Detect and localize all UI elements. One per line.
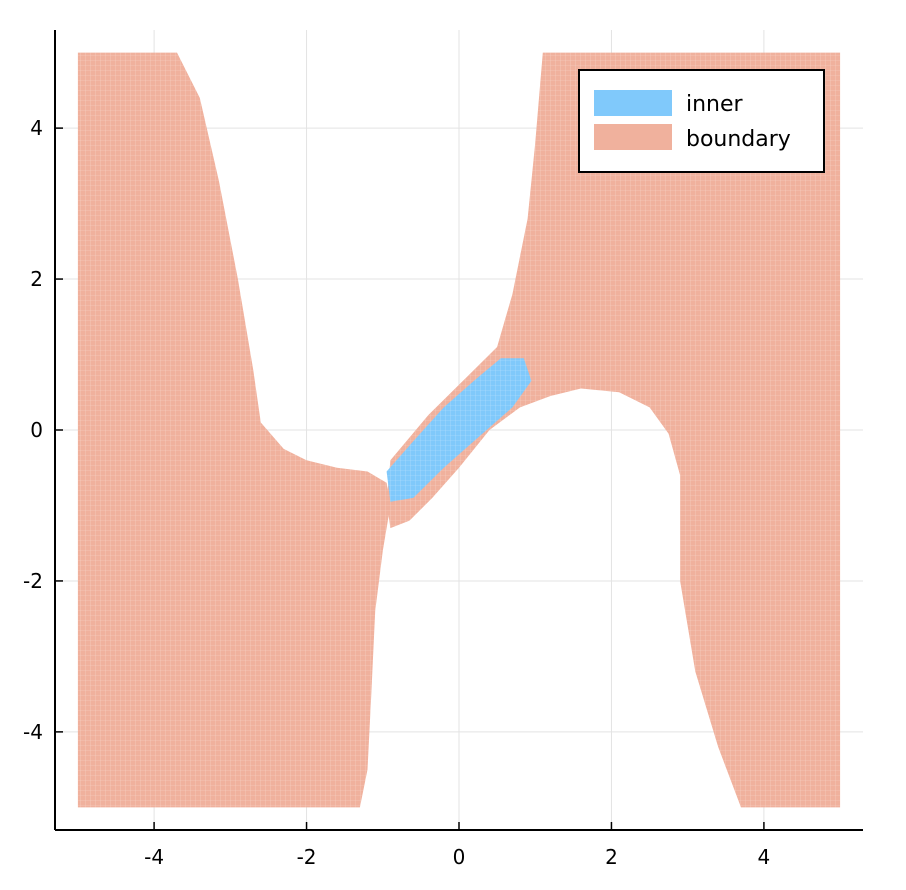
- x-tick-label: 0: [453, 845, 466, 869]
- plot-areas: [77, 52, 841, 808]
- x-tick-label: 4: [758, 845, 771, 869]
- x-tick-label: 2: [605, 845, 618, 869]
- area-texture-boundary: [77, 52, 391, 808]
- legend-swatch-inner: [594, 90, 672, 116]
- legend-frame: [578, 69, 825, 173]
- y-tick-label: -4: [23, 720, 43, 744]
- legend-label-boundary: boundary: [686, 127, 791, 152]
- y-tick-label: 4: [30, 116, 43, 140]
- area-texture-inner: [386, 358, 532, 502]
- area-texture-boundary: [386, 52, 841, 808]
- legend: inner boundary: [578, 69, 825, 173]
- x-tick-label: -4: [144, 845, 164, 869]
- ticks: -4 -2 0 2 4 -4 -2 0 2 4: [23, 116, 770, 869]
- y-tick-label: -2: [23, 569, 43, 593]
- x-tick-label: -2: [297, 845, 317, 869]
- legend-label-inner: inner: [686, 92, 744, 117]
- y-tick-label: 2: [30, 267, 43, 291]
- y-tick-label: 0: [30, 418, 43, 442]
- legend-swatch-boundary: [594, 124, 672, 150]
